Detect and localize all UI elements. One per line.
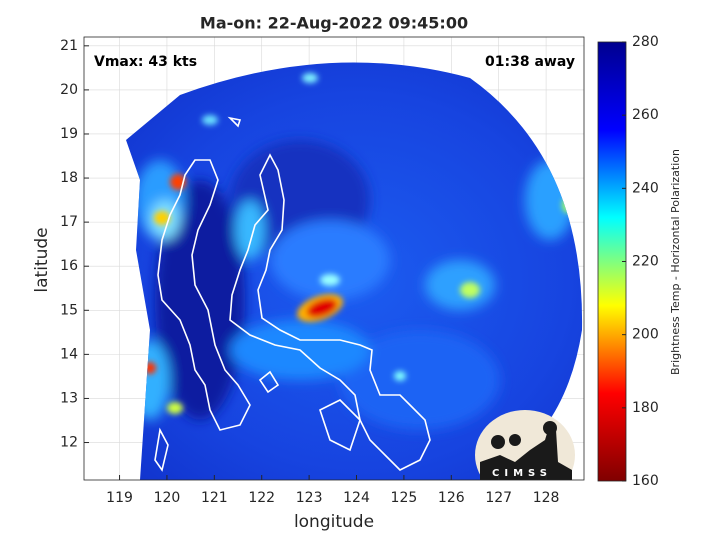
colorbar-tick-label: 260 [632, 107, 659, 123]
colorbar-tick-label: 200 [632, 327, 659, 343]
logo-text: CIMSS [492, 468, 552, 479]
x-tick-label: 122 [248, 490, 275, 506]
logo: CIMSS [475, 410, 575, 480]
x-tick-label: 126 [438, 490, 465, 506]
colorbar-tick-label: 160 [632, 473, 659, 489]
annotation: 01:38 away [485, 54, 575, 70]
x-tick-label: 121 [201, 490, 228, 506]
y-tick-label: 17 [60, 214, 78, 230]
y-tick-label: 15 [60, 302, 78, 318]
x-axis-label: longitude [294, 512, 374, 532]
annotation: Vmax: 43 kts [94, 54, 197, 70]
x-tick-label: 127 [485, 490, 512, 506]
x-tick-label: 125 [391, 490, 418, 506]
y-tick-label: 19 [60, 126, 78, 142]
y-tick-label: 14 [60, 346, 78, 362]
y-axis-label: latitude [32, 227, 52, 292]
coastline [154, 116, 431, 472]
y-tick-label: 12 [60, 435, 78, 451]
y-tick-label: 16 [60, 258, 78, 274]
y-tick-label: 20 [60, 82, 78, 98]
x-tick-label: 120 [154, 490, 181, 506]
x-tick-label: 119 [106, 490, 133, 506]
colorbar-tick-label: 280 [632, 34, 659, 50]
colorbar-tick-label: 180 [632, 400, 659, 416]
x-tick-label: 123 [296, 490, 323, 506]
x-tick-label: 124 [343, 490, 370, 506]
y-tick-label: 18 [60, 170, 78, 186]
colorbar-tick-label: 240 [632, 180, 659, 196]
plot-frame [83, 36, 585, 481]
colorbar [597, 41, 627, 482]
y-tick-label: 13 [60, 390, 78, 406]
colorbar-label: Brightness Temp - Horizontal Polarizatio… [669, 149, 682, 375]
colorbar-tick-label: 220 [632, 254, 659, 270]
satellite-image: CIMSS [126, 62, 583, 480]
chart-title: Ma-on: 22-Aug-2022 09:45:00 [200, 14, 468, 33]
x-tick-label: 128 [533, 490, 560, 506]
y-tick-label: 21 [60, 38, 78, 54]
